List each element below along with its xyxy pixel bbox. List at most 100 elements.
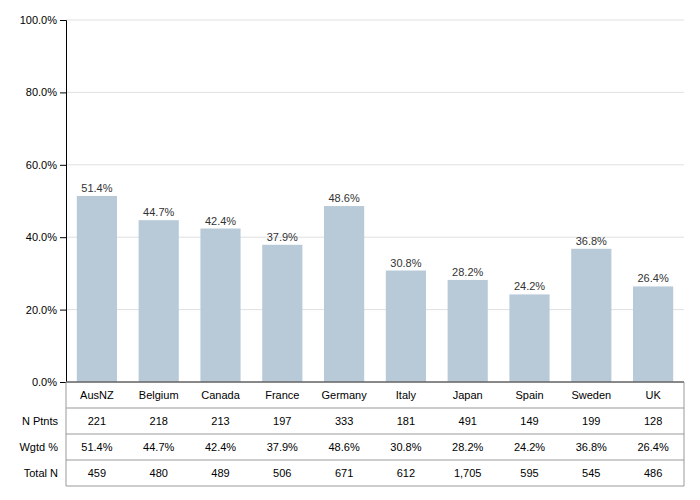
table-cell: 149 [520, 415, 538, 427]
data-label: 48.6% [328, 192, 359, 204]
y-tick-mark [60, 237, 66, 238]
y-tick: 80.0% [26, 86, 66, 98]
table-cell: 36.8% [576, 441, 607, 453]
data-label: 37.9% [267, 231, 298, 243]
row-label: Total N [24, 467, 58, 479]
bar [200, 229, 240, 382]
y-tick-label: 0.0% [32, 376, 57, 388]
bar [77, 196, 117, 382]
category-label: Belgium [139, 389, 179, 401]
bar [448, 280, 488, 382]
table-cell: 545 [582, 467, 600, 479]
table-cell: 671 [335, 467, 353, 479]
table: AusNZBelgiumCanadaFranceGermanyItalyJapa… [19, 382, 684, 486]
table-cell: 199 [582, 415, 600, 427]
y-tick-label: 40.0% [26, 231, 57, 243]
table-cell: 181 [397, 415, 415, 427]
grid-line [66, 92, 684, 93]
table-rule [66, 486, 684, 487]
plot: 0.0% 20.0% 40.0% 60.0% 80.0% 100.0% 51.4% 44.7%… [19, 14, 684, 486]
y-tick-mark [60, 92, 66, 93]
table-cell: 28.2% [452, 441, 483, 453]
table-cell: 197 [273, 415, 291, 427]
data-label: 30.8% [390, 257, 421, 269]
bar [386, 271, 426, 382]
category-label: Sweden [571, 389, 611, 401]
y-tick-label: 60.0% [26, 159, 57, 171]
table-cell: 333 [335, 415, 353, 427]
y-tick-label: 100.0% [20, 14, 58, 26]
bars [77, 196, 673, 382]
row-label: N Ptnts [22, 415, 59, 427]
data-label: 36.8% [576, 235, 607, 247]
table-cell: 213 [211, 415, 229, 427]
table-row: Wgtd %51.4%44.7%42.4%37.9%48.6%30.8%28.2… [19, 441, 668, 453]
table-cell: 221 [88, 415, 106, 427]
bar [509, 294, 549, 382]
table-rule [66, 382, 67, 486]
table-rule [66, 460, 684, 461]
data-label: 28.2% [452, 266, 483, 278]
y-tick-mark [60, 165, 66, 166]
data-label: 26.4% [637, 272, 668, 284]
table-cell: 37.9% [267, 441, 298, 453]
table-cell: 1,705 [454, 467, 482, 479]
data-label: 24.2% [514, 280, 545, 292]
table-cell: 42.4% [205, 441, 236, 453]
y-tick: 40.0% [26, 231, 66, 243]
category-label: Canada [201, 389, 240, 401]
table-cell: 480 [150, 467, 168, 479]
table-cell: 44.7% [143, 441, 174, 453]
y-tick-mark [60, 382, 66, 383]
data-labels: 51.4% 44.7% 42.4% 37.9% 48.6% 30.8% 28.2% 24.2%… [81, 182, 669, 292]
data-label: 42.4% [205, 215, 236, 227]
table-row: N Ptnts 221 218 213 197 333 181 491 149 199 128 [22, 415, 662, 427]
table-cell: 24.2% [514, 441, 545, 453]
table-rule [66, 434, 684, 435]
data-label: 51.4% [81, 182, 112, 194]
table-cell: 489 [211, 467, 229, 479]
y-tick: 60.0% [26, 159, 66, 171]
table-cell: 218 [150, 415, 168, 427]
category-label: Germany [321, 389, 367, 401]
table-rule [66, 382, 684, 383]
y-tick: 20.0% [26, 304, 66, 316]
bar [571, 249, 611, 382]
y-tick-mark [60, 310, 66, 311]
x-axis-line [66, 382, 684, 383]
y-tick-label: 20.0% [26, 304, 57, 316]
row-label: Wgtd % [19, 441, 58, 453]
y-tick: 100.0% [20, 14, 66, 26]
bar [324, 206, 364, 382]
y-tick: 0.0% [32, 376, 66, 388]
category-label: France [265, 389, 299, 401]
bar [633, 286, 673, 382]
table-cell: 486 [644, 467, 662, 479]
grid [66, 20, 684, 382]
y-axis: 0.0% 20.0% 40.0% 60.0% 80.0% 100.0% [20, 14, 67, 388]
table-rule [684, 382, 685, 486]
chart: 0.0% 20.0% 40.0% 60.0% 80.0% 100.0% 51.4% 44.7%… [0, 0, 700, 500]
table-cell: 128 [644, 415, 662, 427]
table-cell: 491 [459, 415, 477, 427]
bar [139, 220, 179, 382]
y-tick-label: 80.0% [26, 86, 57, 98]
table-cell: 26.4% [637, 441, 668, 453]
category-label: Italy [396, 389, 417, 401]
table-cell: 595 [520, 467, 538, 479]
grid-line [66, 164, 684, 165]
category-label: AusNZ [80, 389, 114, 401]
category-label: UK [645, 389, 661, 401]
table-cell: 30.8% [390, 441, 421, 453]
data-label: 44.7% [143, 206, 174, 218]
table-header: AusNZBelgiumCanadaFranceGermanyItalyJapa… [80, 389, 661, 401]
table-cell: 506 [273, 467, 291, 479]
table-cell: 48.6% [328, 441, 359, 453]
bar [262, 245, 302, 382]
y-tick-mark [60, 20, 66, 21]
table-cell: 459 [88, 467, 106, 479]
grid-line [66, 382, 684, 383]
table-rule [66, 408, 684, 409]
table-cell: 612 [397, 467, 415, 479]
category-label: Spain [515, 389, 543, 401]
